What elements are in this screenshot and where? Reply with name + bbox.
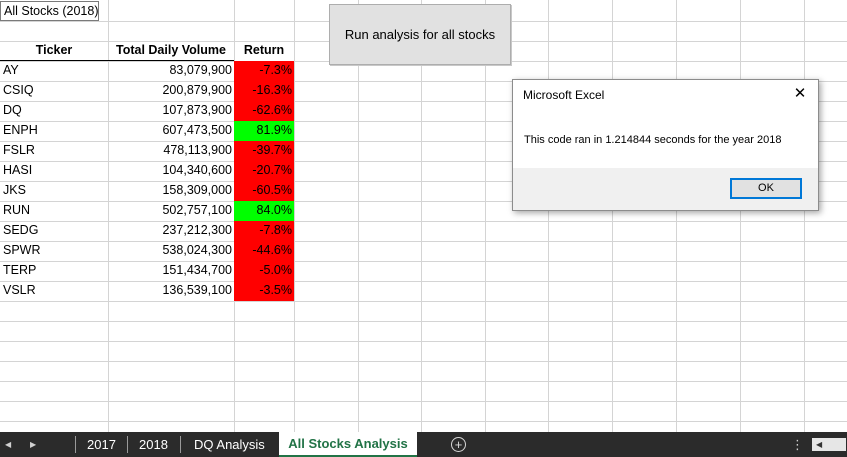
volume-cell[interactable]: 158,309,000 [162,183,232,197]
ticker-cell[interactable]: VSLR [3,283,36,297]
volume-cell[interactable]: 83,079,900 [169,63,232,77]
return-cell[interactable]: -7.8% [234,221,294,241]
ticker-cell[interactable]: ENPH [3,123,38,137]
ticker-cell[interactable]: TERP [3,263,37,277]
header-ticker[interactable]: Ticker [35,43,73,57]
volume-cell[interactable]: 538,024,300 [162,243,232,257]
vertical-ellipsis-icon[interactable]: ⋮ [791,437,804,452]
volume-cell[interactable]: 607,473,500 [162,123,232,137]
header-volume[interactable]: Total Daily Volume [116,43,226,57]
ticker-cell[interactable]: CSIQ [3,83,34,97]
sheet-title-cell[interactable]: All Stocks (2018) [0,1,100,21]
volume-cell[interactable]: 107,873,900 [162,103,232,117]
dialog-footer: OK [513,168,818,210]
sheet-tab-bar: ◀ ▶ 2017 2018 DQ Analysis All Stocks Ana… [0,432,847,457]
volume-cell[interactable]: 478,113,900 [163,143,232,157]
return-cell[interactable]: -39.7% [234,141,294,161]
return-cell[interactable]: -5.0% [234,261,294,281]
return-cell[interactable]: 84.0% [234,201,294,221]
return-cell[interactable]: 81.9% [234,121,294,141]
ticker-cell[interactable]: AY [3,63,19,77]
ticker-cell[interactable]: JKS [3,183,26,197]
volume-cell[interactable]: 200,879,900 [162,83,232,97]
plus-circle-icon[interactable]: + [451,437,466,452]
ticker-cell[interactable]: HASI [3,163,33,177]
triangle-left-icon[interactable]: ◀ [5,440,12,449]
return-cell[interactable]: -20.7% [234,161,294,181]
scroll-left-icon[interactable]: ◀ [816,440,823,449]
volume-cell[interactable]: 502,757,100 [162,203,232,217]
volume-cell[interactable]: 237,212,300 [162,223,232,237]
close-icon[interactable]: ✕ [793,85,807,102]
tab-dq-analysis[interactable]: DQ Analysis [194,437,265,452]
ticker-cell[interactable]: SEDG [3,223,39,237]
tab-separator [75,436,76,453]
ticker-cell[interactable]: DQ [3,103,22,117]
spreadsheet-grid[interactable]: All Stocks (2018) Ticker Total Daily Vol… [0,0,847,432]
volume-cell[interactable]: 104,340,600 [162,163,232,177]
return-cell[interactable]: -16.3% [234,81,294,101]
return-cell[interactable]: -62.6% [234,101,294,121]
volume-cell[interactable]: 151,434,700 [162,263,232,277]
header-return[interactable]: Return [243,43,285,57]
tab-2018[interactable]: 2018 [139,437,168,452]
ticker-cell[interactable]: FSLR [3,143,35,157]
dialog-message: This code ran in 1.214844 seconds for th… [524,134,782,146]
ok-button[interactable]: OK [730,178,802,199]
return-cell[interactable]: -7.3% [234,61,294,81]
run-analysis-button[interactable]: Run analysis for all stocks [329,4,511,65]
triangle-right-icon[interactable]: ▶ [30,440,37,449]
tab-2017[interactable]: 2017 [87,437,116,452]
horizontal-scrollbar[interactable] [812,438,846,451]
message-box-dialog: Microsoft Excel ✕ This code ran in 1.214… [512,79,819,211]
tab-separator [180,436,181,453]
ticker-cell[interactable]: RUN [3,203,31,217]
return-cell[interactable]: -3.5% [234,281,294,301]
return-cell[interactable]: -60.5% [234,181,294,201]
header-underline [0,60,234,61]
dialog-title: Microsoft Excel [523,88,605,102]
volume-cell[interactable]: 136,539,100 [162,283,232,297]
tab-all-stocks-analysis[interactable]: All Stocks Analysis [279,432,417,457]
ticker-cell[interactable]: SPWR [3,243,41,257]
tab-separator [127,436,128,453]
return-cell[interactable]: -44.6% [234,241,294,261]
